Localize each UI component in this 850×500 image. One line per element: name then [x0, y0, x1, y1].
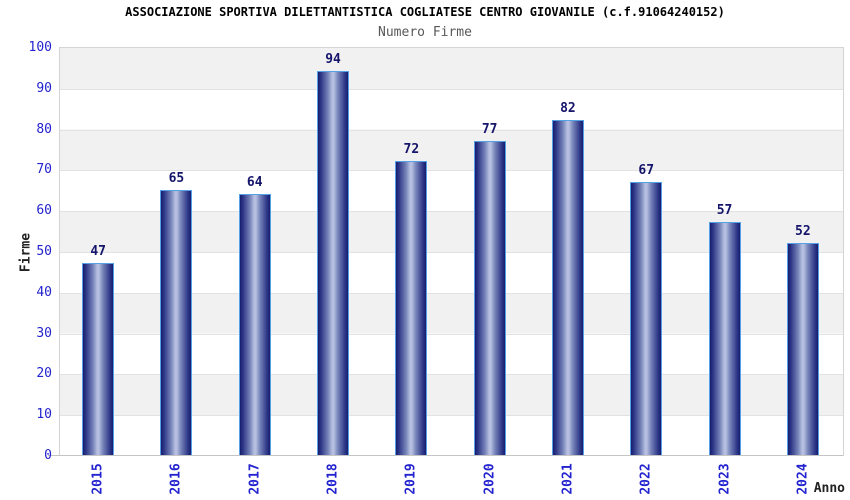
y-tick-label: 10	[36, 407, 52, 423]
grid-line	[60, 129, 843, 131]
y-tick-label: 30	[36, 325, 52, 341]
bar	[160, 189, 193, 455]
grid-line	[60, 292, 843, 294]
bar	[238, 193, 271, 455]
bar	[786, 242, 819, 455]
chart-title: ASSOCIAZIONE SPORTIVA DILETTANTISTICA CO…	[125, 5, 725, 19]
y-tick-label: 80	[36, 121, 52, 137]
bar	[708, 222, 741, 455]
x-tick-label: 2015	[90, 463, 106, 495]
y-tick-label: 70	[36, 162, 52, 178]
grid-line	[60, 88, 843, 90]
grid-line	[60, 211, 843, 213]
bar-value-label: 47	[90, 244, 106, 260]
x-tick-label: 2024	[795, 463, 811, 495]
y-tick-label: 50	[36, 244, 52, 259]
bar-value-label: 65	[168, 170, 185, 186]
y-tick-label: 100	[28, 40, 52, 55]
grid-line	[60, 415, 843, 417]
bar	[82, 263, 115, 455]
x-tick-label: 2020	[482, 463, 498, 495]
x-tick-label: 2022	[638, 463, 654, 495]
bar	[630, 181, 663, 455]
chart-subtitle: Numero Firme	[378, 25, 472, 40]
bar	[317, 71, 350, 455]
grid-line	[60, 333, 843, 335]
grid-line	[60, 374, 843, 376]
grid-line	[60, 252, 843, 253]
bar-value-label: 72	[403, 142, 420, 158]
bar-value-label: 82	[560, 101, 576, 117]
x-tick-label: 2021	[560, 463, 576, 495]
y-tick-label: 60	[36, 203, 52, 219]
x-tick-label: 2016	[168, 463, 184, 495]
bar-value-label: 52	[795, 223, 811, 239]
grid-line	[60, 170, 843, 172]
bar-value-label: 64	[246, 174, 263, 190]
bar-value-label: 77	[481, 121, 498, 137]
y-tick-label: 40	[36, 284, 52, 300]
bar-value-label: 94	[325, 52, 341, 68]
bar	[473, 140, 506, 455]
bar-value-label: 57	[716, 203, 733, 219]
x-tick-label: 2023	[717, 463, 733, 495]
x-tick-label: 2019	[403, 463, 419, 495]
y-tick-label: 20	[36, 366, 52, 382]
y-tick-label: 90	[36, 80, 52, 96]
x-axis-line	[48, 455, 843, 456]
y-tick-label: 0	[44, 448, 52, 463]
bar-value-label: 67	[638, 162, 655, 178]
bar	[395, 161, 428, 455]
x-axis-title: Anno	[813, 481, 845, 496]
x-tick-label: 2017	[247, 463, 263, 495]
x-tick-label: 2018	[325, 463, 341, 495]
bar	[551, 120, 584, 455]
